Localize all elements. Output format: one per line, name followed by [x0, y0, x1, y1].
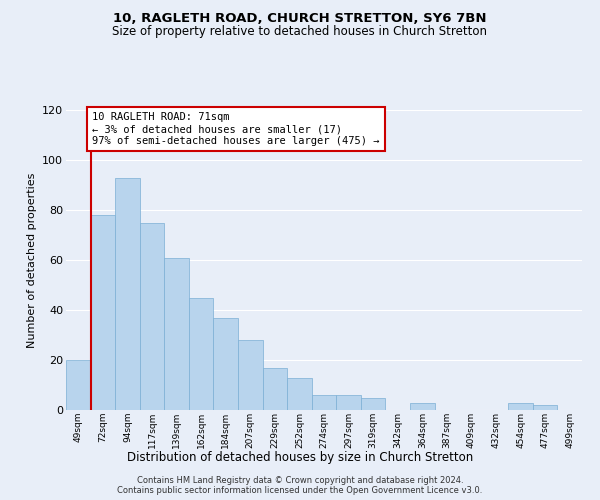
Text: 10, RAGLETH ROAD, CHURCH STRETTON, SY6 7BN: 10, RAGLETH ROAD, CHURCH STRETTON, SY6 7…: [113, 12, 487, 26]
Bar: [115, 178, 140, 410]
Y-axis label: Number of detached properties: Number of detached properties: [26, 172, 37, 348]
Bar: [263, 368, 287, 410]
Bar: [312, 395, 336, 410]
Bar: [287, 378, 312, 410]
Bar: [189, 298, 214, 410]
Bar: [164, 258, 189, 410]
Bar: [336, 395, 361, 410]
Bar: [533, 405, 557, 410]
Bar: [410, 402, 434, 410]
Bar: [238, 340, 263, 410]
Bar: [140, 222, 164, 410]
Bar: [361, 398, 385, 410]
Text: Distribution of detached houses by size in Church Stretton: Distribution of detached houses by size …: [127, 451, 473, 464]
Bar: [508, 402, 533, 410]
Bar: [214, 318, 238, 410]
Text: Size of property relative to detached houses in Church Stretton: Size of property relative to detached ho…: [113, 25, 487, 38]
Text: Contains HM Land Registry data © Crown copyright and database right 2024.: Contains HM Land Registry data © Crown c…: [137, 476, 463, 485]
Bar: [91, 215, 115, 410]
Text: 10 RAGLETH ROAD: 71sqm
← 3% of detached houses are smaller (17)
97% of semi-deta: 10 RAGLETH ROAD: 71sqm ← 3% of detached …: [92, 112, 379, 146]
Text: Contains public sector information licensed under the Open Government Licence v3: Contains public sector information licen…: [118, 486, 482, 495]
Bar: [66, 360, 91, 410]
